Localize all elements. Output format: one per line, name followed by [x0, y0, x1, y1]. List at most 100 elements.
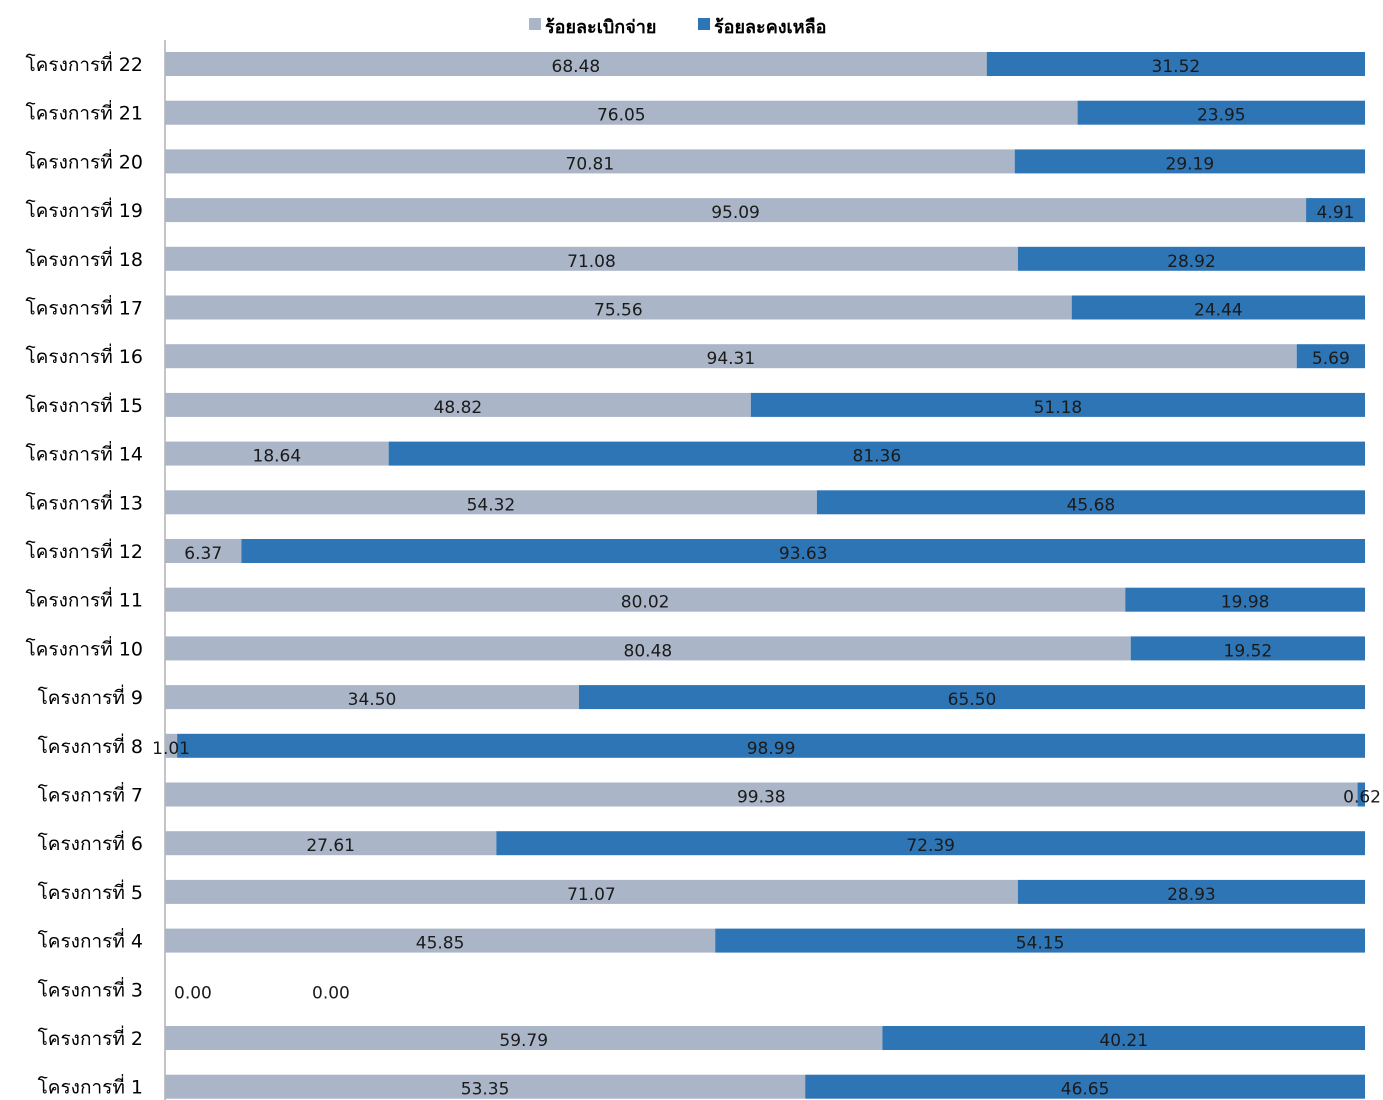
value-label-remaining: 4.91: [1317, 203, 1355, 223]
category-label: โครงการที่ 19: [25, 197, 143, 222]
value-label-remaining: 51.18: [1034, 398, 1083, 418]
value-label-disbursed: 0.00: [174, 983, 212, 1003]
bar-disbursed: [165, 733, 178, 758]
value-label-remaining: 24.44: [1194, 301, 1243, 321]
bar-remaining: [805, 1074, 1365, 1099]
category-label: โครงการที่ 22: [25, 51, 143, 76]
value-label-remaining: 0.62: [1343, 788, 1381, 808]
bar-disbursed: [165, 685, 579, 710]
category-label: โครงการที่ 11: [25, 587, 143, 612]
bar-remaining: [750, 392, 1365, 417]
bar-remaining: [579, 685, 1365, 710]
bar-remaining: [177, 733, 1365, 758]
bar-remaining: [1017, 246, 1365, 271]
value-label-remaining: 31.52: [1152, 57, 1201, 77]
category-label: โครงการที่ 14: [25, 441, 143, 466]
bar-disbursed: [165, 100, 1078, 125]
bar-remaining: [1017, 879, 1365, 904]
bar-disbursed: [165, 587, 1126, 612]
value-label-disbursed: 70.81: [566, 154, 615, 174]
bar-remaining: [241, 539, 1366, 563]
bar-disbursed: [165, 392, 751, 417]
value-label-remaining: 81.36: [853, 447, 902, 467]
bar-remaining: [496, 831, 1365, 856]
value-label-disbursed: 95.09: [711, 203, 760, 223]
value-label-remaining: 28.93: [1167, 885, 1216, 905]
bar-remaining: [1014, 149, 1365, 174]
bar-disbursed: [165, 636, 1131, 661]
bar-disbursed: [165, 539, 242, 563]
value-label-remaining: 23.95: [1197, 106, 1246, 126]
value-label-disbursed: 18.64: [253, 447, 302, 467]
value-label-remaining: 54.15: [1016, 934, 1065, 954]
bar-remaining: [1071, 295, 1365, 320]
value-label-disbursed: 80.02: [621, 593, 670, 613]
value-label-disbursed: 45.85: [416, 934, 465, 954]
value-label-disbursed: 94.31: [707, 349, 756, 369]
value-label-disbursed: 54.32: [467, 495, 516, 515]
value-label-remaining: 29.19: [1166, 154, 1215, 174]
value-label-remaining: 46.65: [1061, 1080, 1110, 1100]
value-label-disbursed: 34.50: [348, 690, 397, 710]
value-label-remaining: 93.63: [779, 544, 828, 564]
category-label: โครงการที่ 16: [25, 343, 143, 368]
category-label: โครงการที่ 20: [25, 148, 143, 173]
value-label-disbursed: 48.82: [434, 398, 483, 418]
category-label: โครงการที่ 6: [38, 830, 143, 855]
category-label: โครงการที่ 8: [38, 733, 143, 758]
bar-disbursed: [165, 1074, 806, 1099]
bar-disbursed: [165, 831, 497, 856]
value-label-remaining: 72.39: [906, 836, 955, 856]
value-label-disbursed: 80.48: [624, 641, 673, 661]
bar-remaining: [986, 52, 1365, 76]
bar-disbursed: [165, 344, 1297, 369]
category-label: โครงการที่ 15: [25, 392, 143, 417]
value-label-disbursed: 59.79: [499, 1031, 548, 1051]
bar-disbursed: [165, 1026, 883, 1050]
bar-remaining: [388, 441, 1365, 466]
category-label: โครงการที่ 3: [38, 976, 143, 1001]
value-label-remaining: 19.98: [1221, 593, 1270, 613]
bar-disbursed: [165, 782, 1358, 807]
bar-disbursed: [165, 441, 389, 466]
bar-remaining: [715, 928, 1365, 953]
category-label: โครงการที่ 17: [25, 295, 143, 320]
bar-disbursed: [165, 198, 1307, 223]
legend: ร้อยละเบิกจ่าย ร้อยละคงเหลือ: [529, 17, 826, 38]
value-label-remaining: 98.99: [747, 739, 796, 759]
value-label-remaining: 40.21: [1099, 1031, 1148, 1051]
category-label: โครงการที่ 13: [25, 489, 143, 514]
value-label-disbursed: 27.61: [306, 836, 355, 856]
value-label-disbursed: 6.37: [184, 544, 222, 564]
value-label-remaining: 28.92: [1167, 252, 1216, 272]
value-label-disbursed: 71.08: [567, 252, 616, 272]
value-label-remaining: 19.52: [1224, 641, 1273, 661]
bar-disbursed: [165, 149, 1015, 174]
value-label-remaining: 0.00: [312, 983, 350, 1003]
category-label: โครงการที่ 10: [25, 635, 143, 660]
category-label: โครงการที่ 7: [38, 782, 143, 807]
bar-remaining: [1130, 636, 1365, 661]
bar-remaining: [1306, 198, 1365, 223]
bar-remaining: [1125, 587, 1365, 612]
value-label-disbursed: 53.35: [461, 1080, 510, 1100]
bar-remaining: [1357, 782, 1365, 807]
value-label-disbursed: 71.07: [567, 885, 616, 905]
category-label: โครงการที่ 2: [38, 1025, 143, 1050]
category-label: โครงการที่ 12: [25, 538, 143, 563]
legend-label-remaining: ร้อยละคงเหลือ: [714, 17, 826, 38]
bar-remaining: [816, 490, 1365, 515]
bar-disbursed: [165, 928, 716, 953]
category-label: โครงการที่ 4: [38, 928, 143, 953]
bar-remaining: [1296, 344, 1365, 369]
bar-remaining: [882, 1026, 1365, 1050]
value-label-disbursed: 76.05: [597, 106, 646, 126]
value-label-remaining: 45.68: [1067, 495, 1116, 515]
bar-remaining: [1077, 100, 1365, 125]
category-label: โครงการที่ 9: [38, 684, 143, 709]
bar-disbursed: [165, 246, 1018, 271]
category-label: โครงการที่ 21: [25, 100, 143, 125]
bar-disbursed: [165, 879, 1018, 904]
legend-swatch-remaining: [698, 18, 710, 30]
